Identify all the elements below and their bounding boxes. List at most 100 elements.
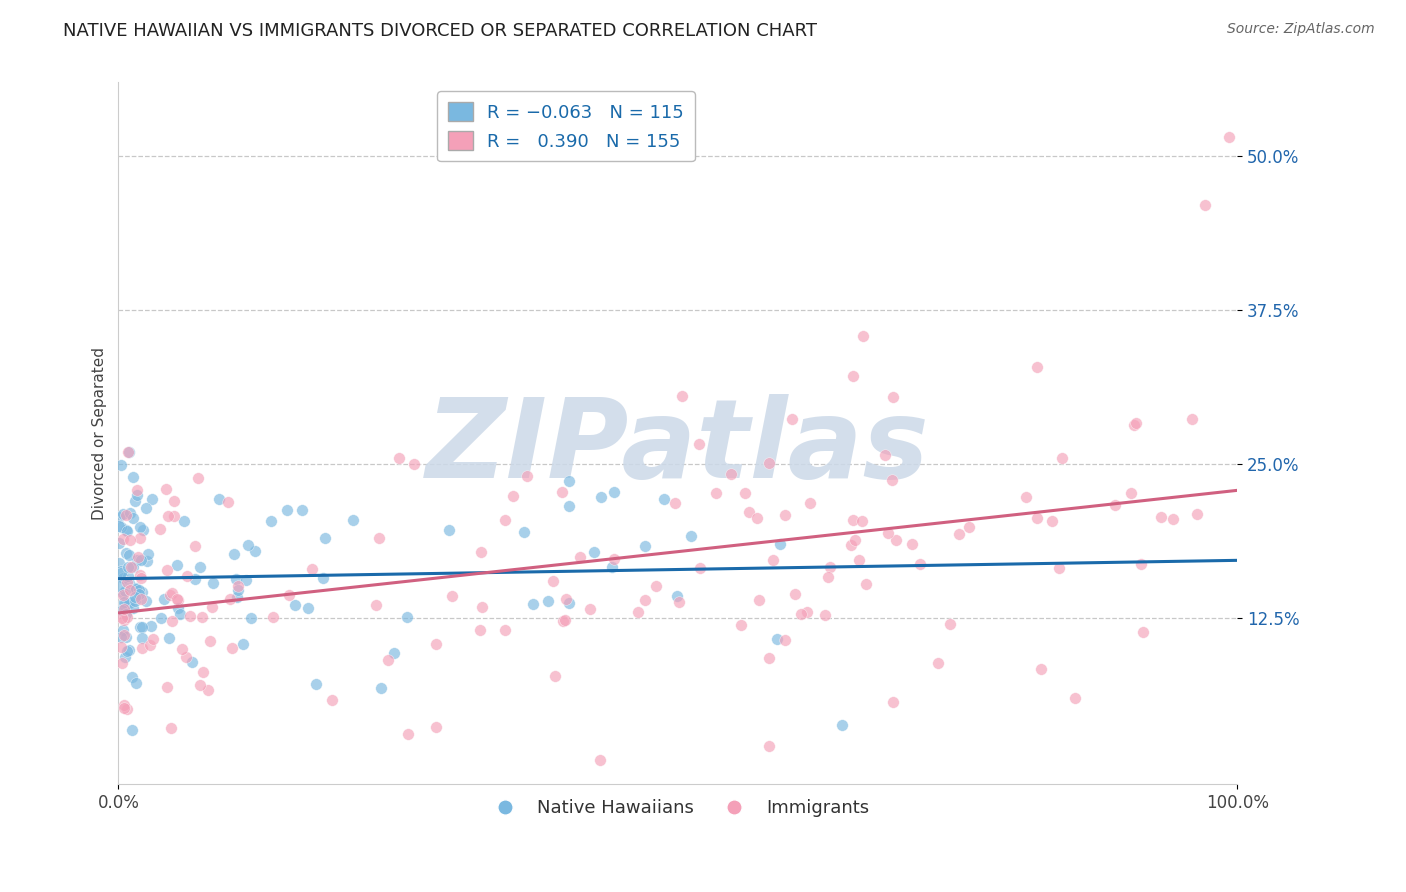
Point (122, 469, 145, 483)
Point (162, 493, 184, 508)
Point (799, 495, 821, 509)
Legend: Native Hawaiians, Immigrants: Native Hawaiians, Immigrants (479, 792, 876, 824)
Point (537, 594, 560, 608)
Point (135, 594, 157, 608)
Point (758, 739, 780, 753)
Point (127, 549, 149, 564)
Point (437, 523, 460, 537)
Point (124, 591, 146, 605)
Point (118, 596, 141, 610)
Point (668, 595, 690, 609)
Point (118, 506, 141, 520)
Point (112, 599, 135, 613)
Point (129, 567, 152, 582)
Point (129, 553, 152, 567)
Point (138, 547, 160, 561)
Point (910, 557, 932, 571)
Point (114, 649, 136, 664)
Point (131, 640, 153, 655)
Point (773, 633, 796, 648)
Point (176, 649, 198, 664)
Point (201, 600, 224, 615)
Point (115, 607, 138, 621)
Point (190, 677, 212, 691)
Point (108, 510, 131, 524)
Point (304, 677, 326, 691)
Point (118, 548, 141, 562)
Point (162, 614, 184, 628)
Point (128, 583, 150, 598)
Point (142, 632, 165, 647)
Point (1132, 624, 1154, 639)
Point (1161, 512, 1184, 526)
Point (132, 524, 155, 538)
Point (589, 490, 612, 504)
Point (602, 559, 624, 574)
Point (959, 520, 981, 534)
Point (111, 603, 134, 617)
Point (127, 488, 149, 502)
Text: ZIPatlas: ZIPatlas (426, 393, 929, 500)
Point (769, 537, 792, 551)
Point (855, 577, 877, 591)
Point (117, 568, 139, 582)
Point (120, 583, 142, 598)
Point (112, 507, 135, 521)
Point (217, 495, 239, 509)
Point (260, 514, 283, 528)
Point (166, 593, 188, 607)
Point (1029, 661, 1052, 675)
Point (128, 587, 150, 601)
Point (135, 554, 157, 568)
Point (156, 680, 179, 694)
Point (166, 592, 188, 607)
Point (193, 665, 215, 679)
Point (388, 450, 411, 465)
Point (688, 437, 710, 451)
Point (122, 600, 145, 615)
Point (129, 520, 152, 534)
Point (112, 532, 135, 546)
Point (179, 609, 201, 624)
Point (689, 561, 711, 575)
Point (183, 539, 205, 553)
Point (125, 483, 148, 497)
Point (796, 605, 818, 619)
Point (766, 632, 789, 646)
Point (1063, 691, 1085, 706)
Point (664, 495, 686, 509)
Point (112, 623, 135, 637)
Point (276, 503, 298, 517)
Point (848, 553, 870, 567)
Point (208, 492, 231, 507)
Point (494, 623, 516, 637)
Point (470, 545, 492, 559)
Point (842, 513, 865, 527)
Point (131, 620, 153, 634)
Point (783, 587, 806, 601)
Point (278, 588, 301, 602)
Point (114, 584, 136, 599)
Point (219, 592, 242, 607)
Point (679, 529, 702, 543)
Point (184, 572, 207, 586)
Point (738, 505, 761, 519)
Point (851, 514, 873, 528)
Point (173, 514, 195, 528)
Point (291, 503, 314, 517)
Point (284, 599, 307, 613)
Point (734, 486, 756, 500)
Point (842, 369, 865, 384)
Point (1025, 360, 1047, 375)
Point (1119, 486, 1142, 500)
Point (730, 618, 752, 632)
Point (115, 610, 138, 624)
Point (121, 723, 143, 738)
Point (111, 656, 134, 670)
Point (502, 489, 524, 503)
Point (188, 560, 211, 574)
Point (162, 586, 184, 600)
Point (470, 623, 492, 637)
Point (225, 572, 247, 586)
Point (578, 602, 600, 616)
